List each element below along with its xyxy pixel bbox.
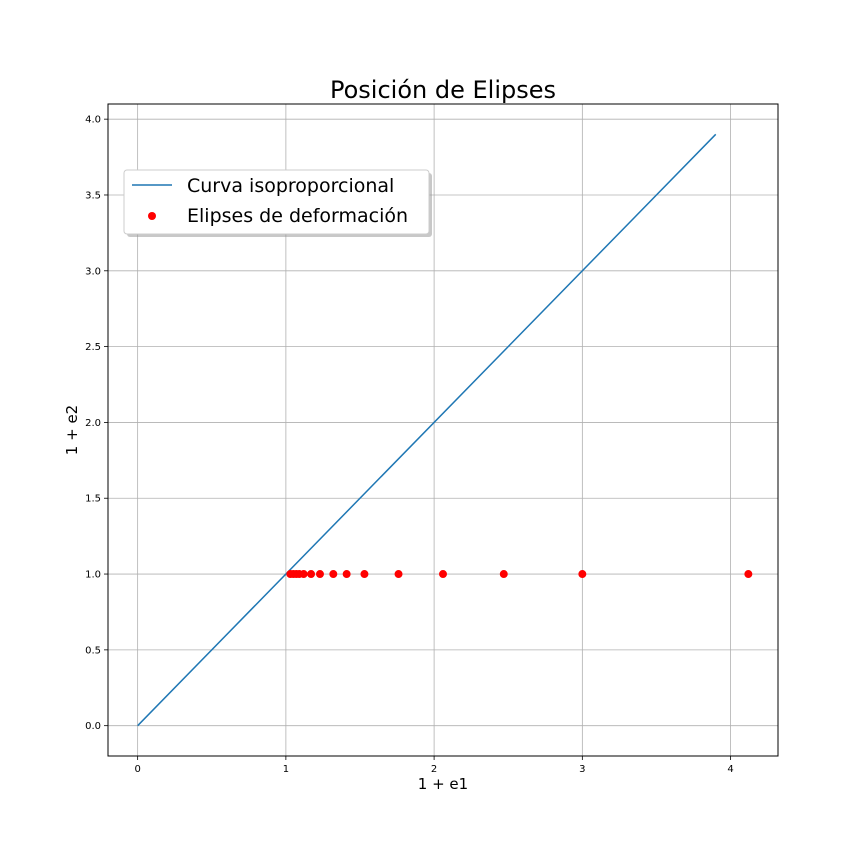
series-line-isoproporcional <box>137 133 717 727</box>
y-tick-label: 1.0 <box>85 570 101 581</box>
x-tick-label: 1 <box>283 764 289 775</box>
scatter-point-elipse <box>299 570 308 579</box>
x-tick-label: 4 <box>727 764 733 775</box>
axes-frame <box>107 103 779 757</box>
grid <box>108 104 778 756</box>
legend-label-scatter: Elipses de deformación <box>187 205 408 227</box>
y-tick-label: 1.5 <box>85 494 101 505</box>
y-tick-label: 3.5 <box>85 190 101 201</box>
y-tick-label: 2.0 <box>85 418 101 429</box>
scatter-point-elipse <box>439 570 447 579</box>
y-tick-label: 0.0 <box>85 721 101 732</box>
plot-area <box>137 133 753 727</box>
legend-box <box>123 169 430 235</box>
x-tick-label: 3 <box>579 764 585 775</box>
y-axis-label: 1 + e2 <box>63 405 81 455</box>
y-tick-label: 4.0 <box>85 115 101 126</box>
y-tick-label: 0.5 <box>85 645 101 656</box>
x-tick-label: 0 <box>134 764 140 775</box>
y-tick-label: 3.0 <box>85 266 101 277</box>
scatter-point-elipse <box>499 570 508 579</box>
scatter-point-elipse <box>342 570 351 579</box>
legend-label-line: Curva isoproporcional <box>187 175 394 197</box>
x-axis-label: 1 + e1 <box>418 775 468 793</box>
legend-scatter-marker <box>148 212 156 220</box>
axis-ticks: 0 1 2 3 4 0.0 0.5 1.0 1.5 2.0 2.5 3.0 3.5 4.0 <box>85 115 734 775</box>
scatter-point-elipse <box>394 570 403 579</box>
scatter-point-elipse <box>329 570 338 579</box>
x-tick-label: 2 <box>431 764 437 775</box>
scatter-point-elipse <box>578 570 587 579</box>
scatter-point-elipse <box>315 570 324 579</box>
scatter-point-elipse <box>307 570 316 579</box>
chart-title: Posición de Elipses <box>330 76 556 104</box>
scatter-point-elipse <box>744 570 753 579</box>
y-tick-label: 2.5 <box>85 342 101 353</box>
scatter-point-elipse <box>360 570 369 579</box>
legend: Curva isoproporcional Elipses de deforma… <box>123 169 432 237</box>
